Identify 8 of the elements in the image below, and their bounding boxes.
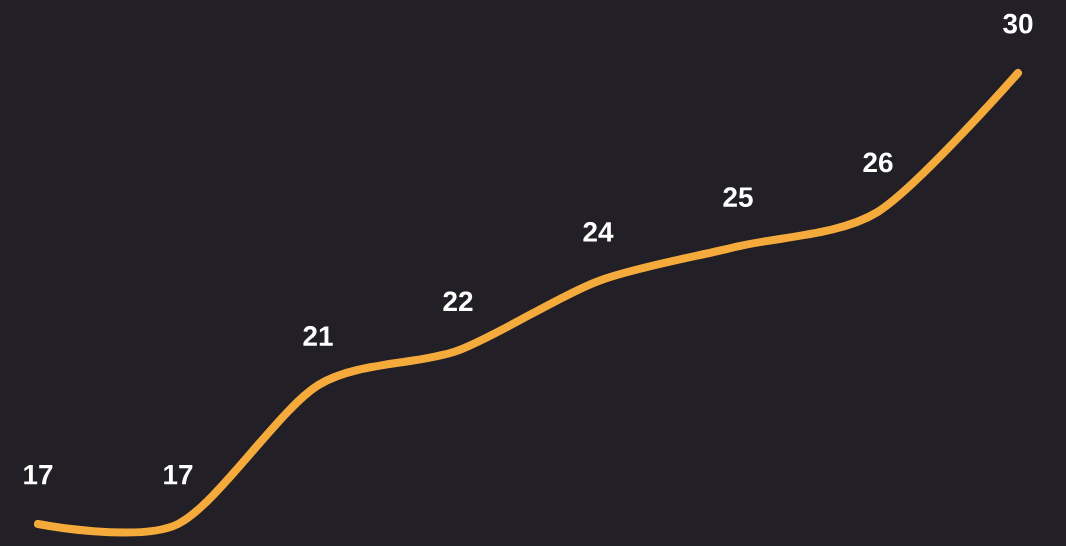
data-label: 30 [1003, 13, 1033, 34]
data-label: 22 [443, 291, 473, 311]
data-label: 21 [303, 325, 333, 346]
data-label: 17 [24, 464, 53, 485]
data-label: 26 [863, 152, 893, 173]
data-label: 24 [583, 221, 614, 242]
data-label: 25 [723, 187, 753, 207]
data-label: 17 [164, 464, 193, 485]
